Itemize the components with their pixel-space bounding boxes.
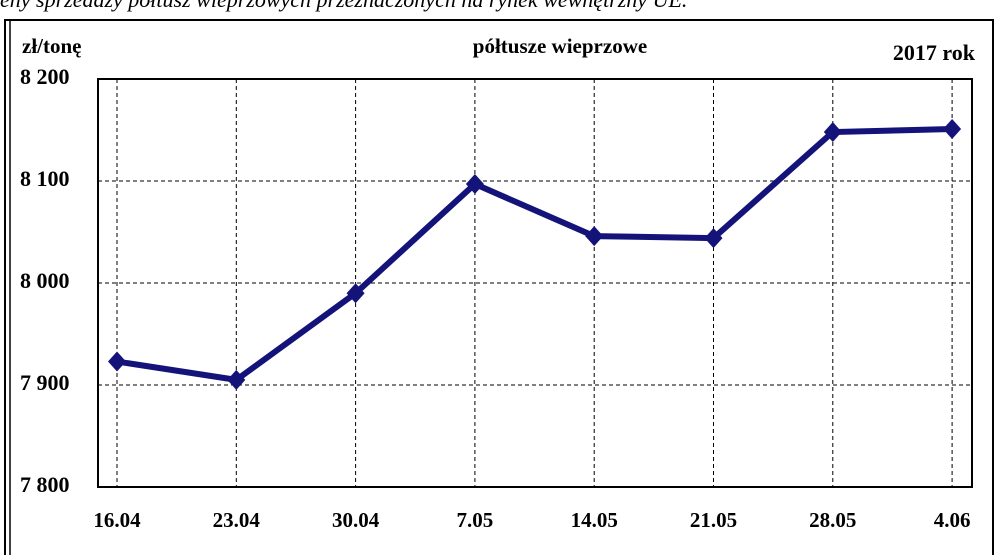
- annotation: 2017 rok: [893, 40, 976, 65]
- marker: [704, 228, 723, 249]
- x-tick-label: 7.05: [457, 508, 494, 532]
- x-tick-label: 28.05: [809, 508, 856, 532]
- x-tick-label: 21.05: [690, 508, 737, 532]
- marker: [346, 283, 365, 304]
- y-axis-label: zł/tonę: [22, 34, 81, 58]
- marker: [585, 226, 604, 247]
- x-tick-label: 16.04: [93, 508, 141, 532]
- y-tick-label: 8 100: [20, 166, 70, 191]
- marker: [943, 118, 962, 139]
- marker: [227, 369, 246, 390]
- x-tick-label: 23.04: [213, 508, 261, 532]
- chart-frame: [4, 19, 994, 555]
- line: [116, 125, 953, 384]
- y-tick-label: 7 800: [20, 472, 70, 497]
- chart-title: półtusze wieprzowe: [473, 34, 647, 58]
- marker: [823, 122, 842, 143]
- y-tick-label: 8 200: [20, 64, 70, 89]
- y-tick-label: 7 900: [20, 370, 70, 395]
- x-tick-label: 4.06: [934, 508, 971, 532]
- x-tick-label: 14.05: [571, 508, 618, 532]
- x-tick-label: 30.04: [332, 508, 380, 532]
- marker: [108, 351, 126, 372]
- caption: eny sprzedaży półtusz wieprzowych przezn…: [0, 0, 687, 12]
- marker: [465, 174, 484, 195]
- y-tick-label: 8 000: [20, 268, 70, 293]
